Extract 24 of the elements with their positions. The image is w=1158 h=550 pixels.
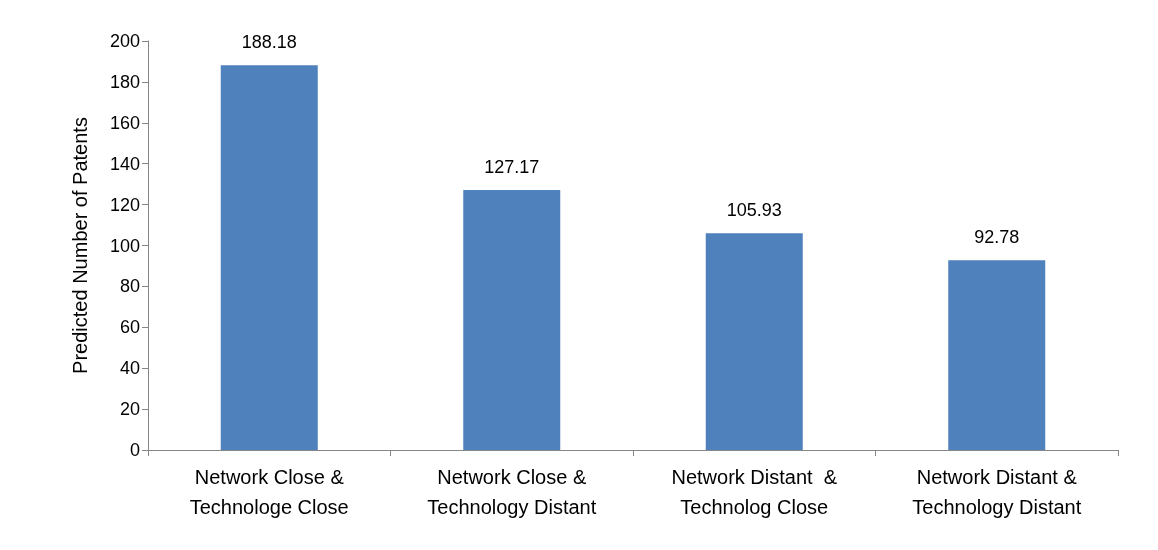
data-label: 105.93 [726,200,782,221]
y-tick-label: 80 [119,276,140,297]
data-label: 188.18 [241,32,297,53]
bar [220,65,318,450]
y-tick-label: 180 [109,71,140,92]
data-label: 92.78 [974,227,1020,248]
y-tick-label: 40 [119,358,140,379]
x-tick-label: Network Distant & Technology Distant [912,466,1082,518]
y-tick-label: 60 [119,317,140,338]
y-tick-label: 100 [109,235,140,256]
y-tick-label: 120 [109,194,140,215]
y-tick-label: 20 [119,399,140,420]
y-axis-title: Predicted Number of Patents [69,117,91,374]
y-tick-label: 0 [129,440,140,460]
bar [705,233,803,450]
y-tick-label: 200 [109,31,140,51]
y-tick-label: 160 [109,112,140,133]
y-tick-label: 140 [109,153,140,174]
data-label: 127.17 [484,156,540,177]
bar [463,189,561,450]
x-tick-label: Network Distant & Technolog Close [671,466,838,518]
bar [948,260,1046,450]
x-tick-label: Network Close & Technologe Close [189,466,349,518]
x-tick-label: Network Close & Technology Distant [427,466,597,518]
